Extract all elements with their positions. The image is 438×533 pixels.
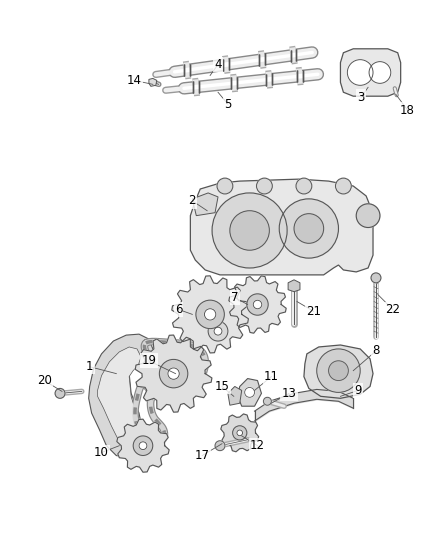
Text: 22: 22 xyxy=(385,303,400,316)
Polygon shape xyxy=(88,334,153,457)
Text: 13: 13 xyxy=(282,387,297,400)
Circle shape xyxy=(215,441,225,450)
Text: 21: 21 xyxy=(306,305,321,318)
Text: 2: 2 xyxy=(189,195,196,207)
Circle shape xyxy=(237,430,243,435)
Circle shape xyxy=(247,294,268,315)
Text: 12: 12 xyxy=(250,439,265,452)
Circle shape xyxy=(233,426,247,440)
Circle shape xyxy=(263,397,271,405)
Circle shape xyxy=(317,349,360,392)
Circle shape xyxy=(208,321,228,341)
Text: 20: 20 xyxy=(37,374,52,387)
Polygon shape xyxy=(238,378,261,406)
Text: 3: 3 xyxy=(357,91,365,104)
Circle shape xyxy=(55,389,65,398)
Polygon shape xyxy=(98,347,141,450)
Text: 17: 17 xyxy=(195,449,210,462)
Circle shape xyxy=(296,178,312,194)
Polygon shape xyxy=(135,335,212,412)
Polygon shape xyxy=(172,276,248,353)
Polygon shape xyxy=(191,179,373,275)
Text: 9: 9 xyxy=(354,384,362,397)
Circle shape xyxy=(253,300,262,309)
Text: 14: 14 xyxy=(127,74,141,87)
Text: 19: 19 xyxy=(141,354,156,367)
Circle shape xyxy=(371,273,381,283)
Circle shape xyxy=(347,60,373,85)
Text: 5: 5 xyxy=(224,98,232,110)
Circle shape xyxy=(328,361,348,381)
Circle shape xyxy=(336,178,351,194)
Polygon shape xyxy=(340,49,401,96)
Polygon shape xyxy=(304,345,373,398)
Text: 4: 4 xyxy=(214,58,222,71)
Polygon shape xyxy=(221,414,258,452)
Circle shape xyxy=(257,178,272,194)
Text: 11: 11 xyxy=(264,370,279,383)
Circle shape xyxy=(356,204,380,228)
Circle shape xyxy=(212,193,287,268)
Circle shape xyxy=(205,309,216,320)
Text: 15: 15 xyxy=(215,380,230,393)
Circle shape xyxy=(230,211,269,250)
Circle shape xyxy=(133,436,153,456)
Text: 10: 10 xyxy=(94,446,109,459)
Text: 18: 18 xyxy=(400,103,415,117)
Circle shape xyxy=(196,300,224,329)
Circle shape xyxy=(245,387,254,397)
Text: 6: 6 xyxy=(175,303,182,316)
Polygon shape xyxy=(117,419,169,472)
Polygon shape xyxy=(192,193,218,216)
Circle shape xyxy=(294,214,324,243)
Circle shape xyxy=(369,62,391,83)
Circle shape xyxy=(214,327,222,335)
Text: 8: 8 xyxy=(372,344,380,358)
Text: 7: 7 xyxy=(231,291,239,304)
Circle shape xyxy=(159,359,188,388)
Text: 1: 1 xyxy=(86,360,93,373)
Polygon shape xyxy=(229,276,286,333)
Circle shape xyxy=(279,199,339,258)
Polygon shape xyxy=(288,280,300,292)
Circle shape xyxy=(217,178,233,194)
Polygon shape xyxy=(228,386,242,405)
Circle shape xyxy=(168,368,179,379)
Polygon shape xyxy=(149,78,157,86)
Circle shape xyxy=(139,442,147,450)
